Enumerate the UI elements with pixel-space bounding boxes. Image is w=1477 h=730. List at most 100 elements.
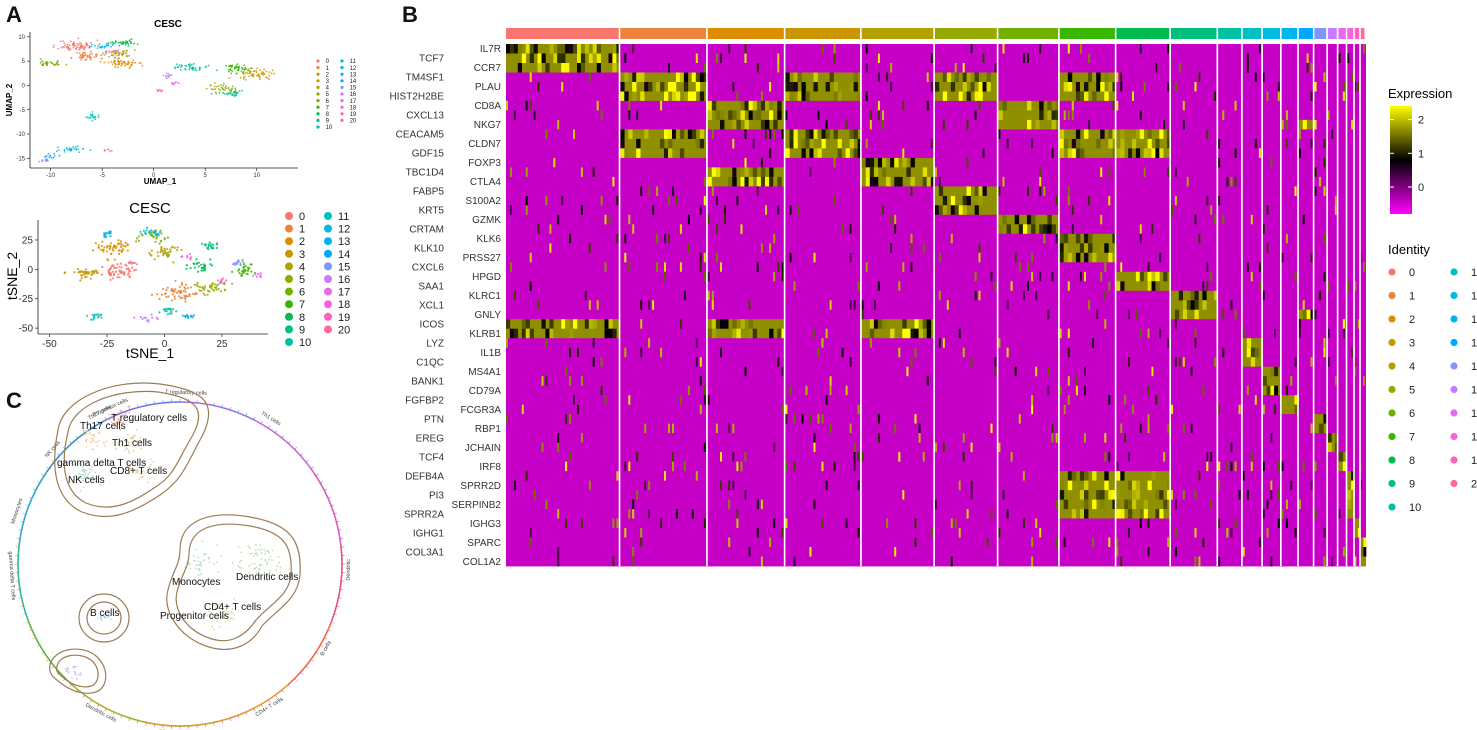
heatmap-cell [1314, 556, 1328, 567]
cluster-point [96, 441, 99, 443]
point-cluster-5 [205, 87, 208, 90]
heatmap-cell [1116, 44, 1171, 54]
cluster-point [247, 544, 250, 547]
heatmap-cell [926, 328, 932, 339]
heatmap-cell [506, 129, 621, 140]
heatmap-cell [1039, 224, 1044, 235]
cluster-point [80, 473, 82, 476]
point-cluster-14 [181, 314, 184, 317]
heatmap-cell [620, 119, 708, 130]
heatmap-cell [1171, 366, 1219, 377]
heatmap-cell [1059, 63, 1117, 73]
heatmap-cell [1298, 499, 1315, 510]
heatmap-cell [1314, 537, 1328, 548]
heatmap-cell [1314, 281, 1328, 292]
heatmap-cell [809, 547, 812, 557]
heatmap-cell [573, 395, 575, 406]
heatmap-cell [1281, 138, 1299, 149]
heatmap-cell [584, 319, 589, 330]
point-cluster-1 [83, 54, 86, 57]
point-cluster-0 [123, 273, 126, 276]
heatmap-cell [1262, 148, 1282, 159]
heatmap-cell [1347, 176, 1355, 187]
point-cluster-13 [106, 42, 108, 45]
heatmap-cell [517, 63, 522, 73]
heatmap-cell [1186, 300, 1191, 311]
heatmap-cell [703, 395, 706, 406]
heatmap-cell [785, 148, 790, 159]
heatmap-cell [769, 82, 772, 92]
heatmap-cell [620, 319, 708, 330]
heatmap-cell [934, 347, 999, 358]
heatmap-cell [1059, 547, 1117, 557]
heatmap-cell [861, 167, 935, 178]
heatmap-cell [1338, 404, 1348, 415]
heatmap-cell [529, 100, 532, 111]
point-cluster-7 [228, 70, 230, 73]
point-cluster-6 [55, 62, 58, 65]
heatmap-cell [506, 395, 621, 406]
heatmap-cell [845, 385, 848, 396]
cluster-point [86, 430, 89, 432]
heatmap-cell [1347, 186, 1355, 197]
heatmap-cell [1155, 490, 1160, 500]
heatmap-cell [1171, 471, 1219, 481]
heatmap-cell [525, 167, 528, 178]
point-cluster-16 [141, 317, 144, 321]
ring-tick [274, 430, 278, 434]
heatmap-cell [926, 319, 932, 330]
heatmap-cell [1327, 404, 1339, 415]
ring-tick [18, 597, 22, 599]
point-cluster-0 [134, 268, 138, 271]
point-cluster-8 [125, 40, 127, 43]
point-cluster-9 [233, 95, 236, 98]
heatmap-cell [1112, 129, 1117, 140]
heatmap-cell [1281, 129, 1299, 140]
point-cluster-0 [118, 276, 121, 279]
legend-label-14: 14 [338, 249, 350, 261]
heatmap-cell [861, 157, 867, 168]
heatmap-cell [998, 224, 1003, 235]
heatmap-cell [1234, 518, 1237, 529]
point-cluster-0 [77, 44, 80, 46]
heatmap-cell [1360, 433, 1366, 443]
point-cluster-13 [101, 45, 104, 48]
identity-bar-11 [1242, 28, 1262, 39]
cluster-point [78, 463, 81, 465]
legend-label-1: 1 [326, 66, 330, 72]
heatmap-cell [1242, 442, 1263, 453]
cluster-point [142, 470, 145, 473]
heatmap-cell [509, 167, 512, 178]
heatmap-cell [1277, 82, 1280, 92]
cluster-point [91, 448, 93, 451]
heatmap-cell [1281, 414, 1299, 424]
heatmap-cell [1198, 233, 1201, 244]
heatmap-cell [1327, 119, 1339, 130]
heatmap-cell [1266, 499, 1269, 510]
heatmap-cell [1290, 480, 1293, 491]
x-tick-label: -50 [42, 339, 57, 350]
cluster-point [92, 439, 94, 442]
heatmap-cell [950, 195, 956, 206]
heatmap-cell [1327, 461, 1339, 472]
heatmap-cell [1281, 72, 1299, 83]
heatmap-cell [914, 518, 917, 529]
heatmap-cell [1104, 72, 1109, 83]
heatmap-cell [785, 82, 862, 92]
cluster-point [264, 550, 267, 553]
gene-label: JCHAIN [465, 443, 501, 454]
heatmap-cell [934, 290, 999, 301]
heatmap-cell [711, 328, 717, 339]
heatmap-cell [1250, 452, 1253, 462]
point-cluster-7 [245, 272, 248, 275]
heatmap-cell [720, 110, 725, 121]
heatmap-cell [1250, 347, 1256, 358]
heatmap-cell [890, 328, 895, 339]
heatmap-cell [861, 461, 935, 472]
heatmap-cell [632, 91, 637, 102]
point-cluster-13 [91, 43, 93, 46]
heatmap-cell [1285, 499, 1288, 510]
heatmap-cell [821, 461, 824, 472]
point-cluster-10 [158, 311, 161, 314]
y-tick-label: -5 [20, 108, 26, 114]
